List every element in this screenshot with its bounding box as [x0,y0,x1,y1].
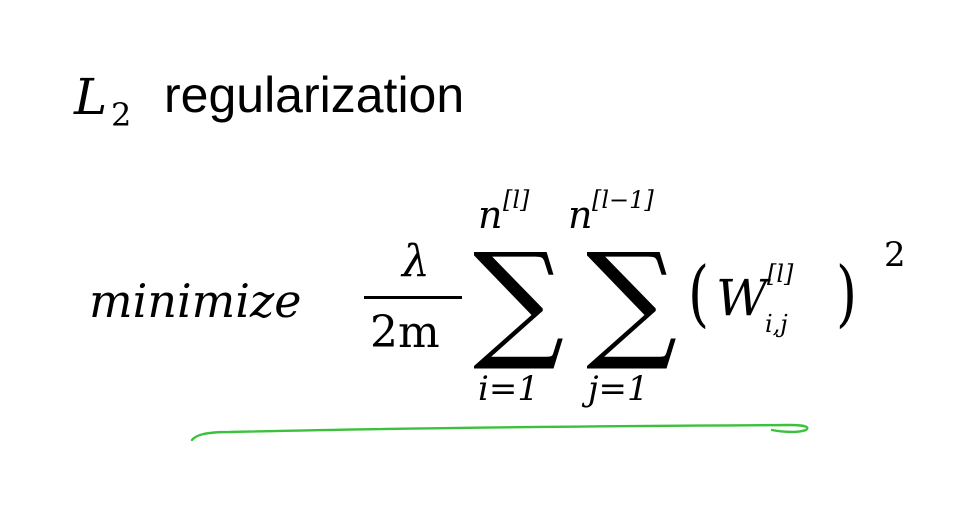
title-l-symbol: L [74,68,108,126]
title-text: regularization [164,67,465,123]
sum2-sigma: ∑ [586,226,678,375]
sum2-upper-sup: [l−1] [592,186,654,214]
sum1-upper-sup: [l] [503,186,530,214]
sum2-upper: n [568,193,593,237]
term-sup: [l] [767,260,794,288]
fraction-bar [364,296,462,299]
sum1-upper: n [478,193,503,237]
term-exponent: 2 [884,235,906,275]
term-base-w: W [716,269,768,327]
term-open-paren: ( [688,251,710,335]
term-sub: i,j [765,310,788,338]
term-close-paren: ) [836,251,858,335]
sum1-lower: i=1 [478,369,539,409]
fraction-numerator: λ [402,236,430,287]
fraction-denominator: 2m [370,307,440,358]
sum1-sigma: ∑ [473,226,565,375]
green-underline-stroke [190,423,809,442]
title-l-subscript: 2 [111,96,132,134]
sum2-lower: j=1 [588,369,649,409]
formula-prefix: minimize [89,274,302,328]
